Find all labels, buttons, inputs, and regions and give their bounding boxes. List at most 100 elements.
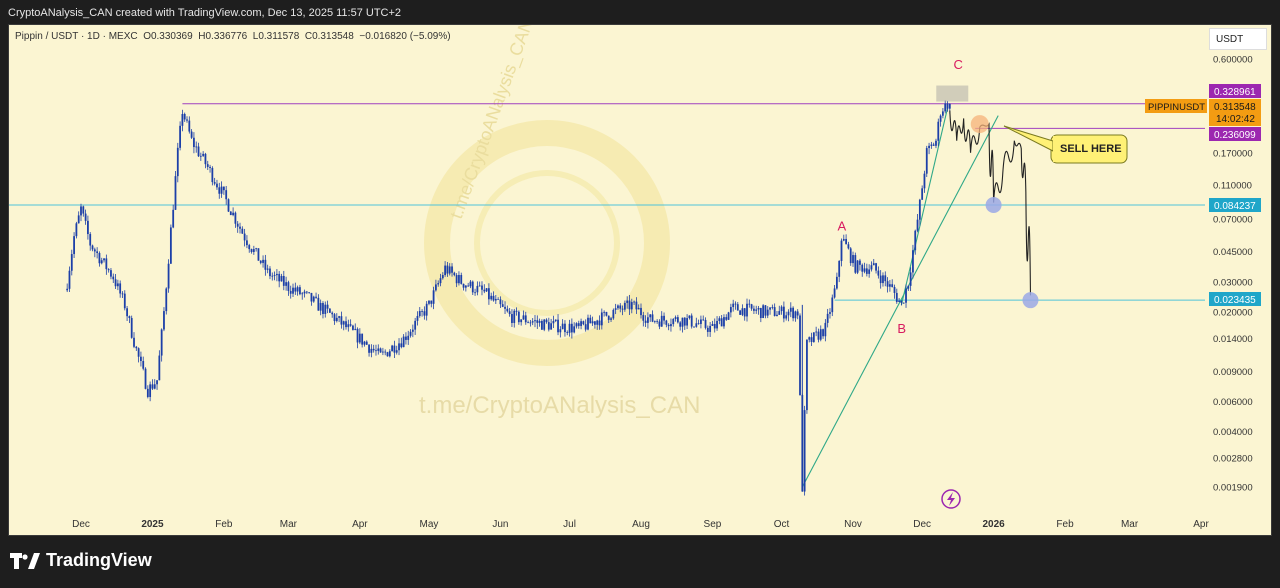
currency-selector[interactable]: USDT [1209, 28, 1267, 50]
candle [647, 312, 649, 329]
projection-line[interactable] [949, 110, 1032, 296]
last-price-tag: 0.313548 [1214, 102, 1256, 113]
low-label: L [252, 31, 259, 42]
candle [128, 315, 131, 324]
support-low-marker[interactable] [1022, 292, 1039, 309]
trendline[interactable] [900, 107, 949, 305]
candle [566, 330, 569, 336]
candle [499, 296, 502, 308]
candle [658, 319, 661, 330]
candle [296, 285, 299, 296]
footer-bar: TradingView [0, 536, 1280, 588]
sell-here-label: SELL HERE [1060, 143, 1122, 155]
candle [193, 132, 195, 154]
projection-path[interactable] [936, 85, 1039, 309]
candle [531, 318, 534, 326]
sell-zone-marker[interactable] [970, 115, 989, 134]
candle [794, 310, 797, 322]
candle [255, 247, 258, 252]
candle [432, 286, 435, 310]
trendlines[interactable] [801, 107, 999, 488]
candle [285, 276, 288, 291]
candle [384, 349, 387, 356]
candle [865, 263, 868, 277]
candle [716, 316, 718, 331]
top-highlight-box[interactable] [936, 85, 969, 102]
x-tick-label: Oct [774, 519, 790, 530]
candle [895, 288, 898, 304]
candle [197, 142, 200, 158]
upper-level-tag-bg [1209, 84, 1261, 98]
candle [363, 340, 366, 347]
candle [686, 314, 688, 330]
lightning-icon[interactable] [941, 489, 961, 509]
candle [190, 129, 193, 139]
candle [460, 272, 463, 285]
support-low-tag-bg [1209, 292, 1261, 306]
candle [902, 302, 905, 304]
candle [607, 315, 610, 324]
candle [234, 211, 237, 228]
candle [356, 327, 359, 349]
candle [568, 319, 571, 337]
candle [153, 379, 156, 390]
tradingview-logo[interactable]: TradingView [10, 550, 152, 571]
candle [653, 320, 656, 324]
y-tick-label: 0.070000 [1213, 214, 1253, 225]
chart-panel[interactable]: t.me/CryptoANalysis_CAN t.me/CryptoANaly… [8, 24, 1272, 536]
candle [711, 320, 714, 326]
candle [780, 305, 783, 315]
candle [77, 211, 80, 224]
candle [739, 309, 741, 316]
candle [852, 251, 854, 267]
candle [485, 287, 488, 292]
horizontal-levels[interactable] [9, 103, 1205, 301]
candle [282, 270, 285, 291]
close-label: C [304, 31, 313, 42]
candle [126, 305, 128, 322]
candle [580, 318, 582, 330]
candle [301, 292, 304, 300]
candle [720, 315, 723, 327]
candle [149, 381, 152, 402]
candle [423, 306, 426, 320]
support-mid-marker[interactable] [985, 197, 1002, 214]
candle [478, 281, 481, 287]
high-label: H [198, 31, 206, 42]
candle [693, 326, 695, 328]
candle [792, 306, 794, 322]
candle [70, 249, 73, 276]
open-label: O [143, 31, 151, 42]
candle [372, 344, 375, 353]
candle [584, 319, 587, 332]
candle [93, 247, 96, 258]
candle [142, 356, 145, 371]
candle [617, 304, 619, 310]
candle [229, 211, 232, 216]
candle [444, 261, 447, 277]
trendline[interactable] [801, 115, 999, 488]
candle [603, 310, 606, 317]
candle [414, 317, 417, 335]
sell-bubble-fill [1053, 136, 1059, 162]
price-tags[interactable]: PIPPINUSDT 0.328961 0.313548 14:02:42 0.… [1145, 84, 1261, 306]
candle [550, 318, 553, 330]
candle [925, 145, 928, 177]
candle [474, 288, 476, 296]
candle [513, 308, 516, 328]
candle [174, 171, 177, 211]
candle [400, 337, 403, 349]
symbol-legend: Pippin / USDT · 1D · MEXC O0.330369 H0.3… [15, 31, 451, 42]
price-chart[interactable]: t.me/CryptoANalysis_CAN t.me/CryptoANaly… [9, 25, 1271, 535]
candle [875, 262, 877, 274]
candle [663, 312, 665, 325]
candle [690, 313, 693, 329]
candle [729, 303, 732, 318]
candle [817, 328, 820, 343]
candle [628, 295, 631, 316]
candle [140, 351, 142, 367]
time-axis[interactable]: Dec 2025 Feb Mar Apr May Jun Jul Aug Sep Oct Nov Dec… [72, 519, 1209, 530]
symbol-tag: PIPPINUSDT [1148, 102, 1205, 113]
y-tick-label: 0.009000 [1213, 367, 1253, 378]
candle [352, 324, 354, 331]
